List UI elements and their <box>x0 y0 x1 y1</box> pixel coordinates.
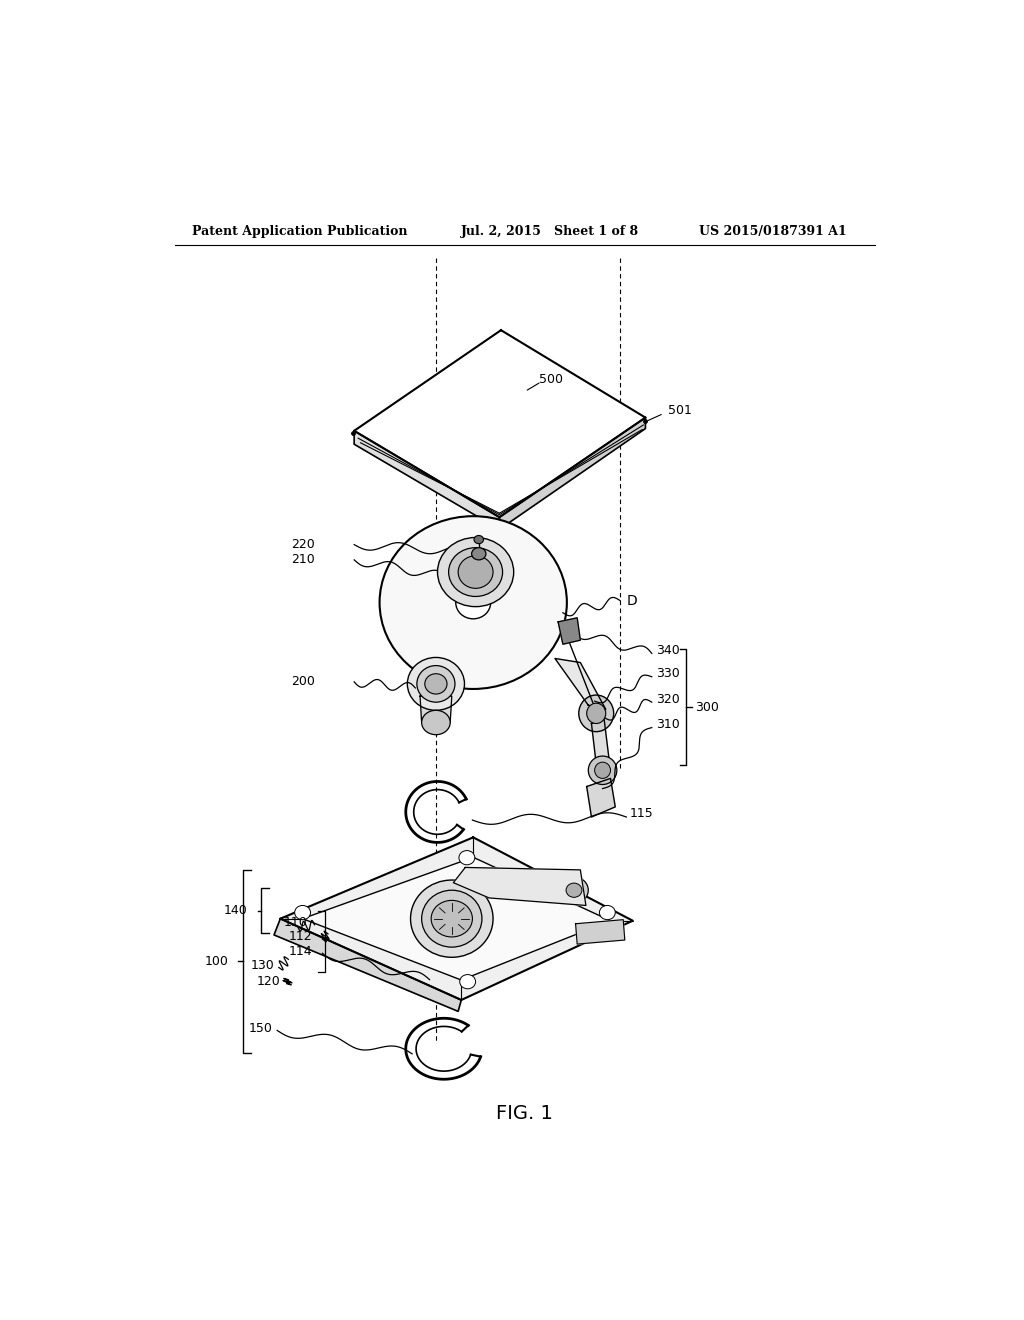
Polygon shape <box>274 919 461 1011</box>
Ellipse shape <box>456 586 490 619</box>
Ellipse shape <box>599 906 615 920</box>
Ellipse shape <box>595 762 610 779</box>
Polygon shape <box>354 330 645 517</box>
Ellipse shape <box>472 548 486 560</box>
Ellipse shape <box>411 880 494 957</box>
Text: 112: 112 <box>289 931 312 944</box>
Text: FIG. 1: FIG. 1 <box>497 1105 553 1123</box>
Polygon shape <box>354 430 500 529</box>
Text: 110: 110 <box>284 916 307 929</box>
Text: D: D <box>627 594 637 607</box>
Text: 150: 150 <box>249 1022 272 1035</box>
Ellipse shape <box>458 556 494 589</box>
Text: 115: 115 <box>630 808 653 821</box>
Ellipse shape <box>459 850 475 865</box>
Polygon shape <box>558 618 581 644</box>
Polygon shape <box>575 920 625 944</box>
Polygon shape <box>454 867 586 906</box>
Text: 340: 340 <box>655 644 680 657</box>
Ellipse shape <box>380 516 567 689</box>
Text: 300: 300 <box>695 701 719 714</box>
Ellipse shape <box>422 890 482 948</box>
Text: 130: 130 <box>251 958 274 972</box>
Ellipse shape <box>460 974 475 989</box>
Polygon shape <box>303 857 610 979</box>
Text: 100: 100 <box>205 954 228 968</box>
Text: 114: 114 <box>289 945 312 958</box>
Polygon shape <box>420 696 452 722</box>
Ellipse shape <box>560 876 589 903</box>
Polygon shape <box>587 779 615 817</box>
Text: 210: 210 <box>291 553 314 566</box>
Text: 220: 220 <box>291 539 314 552</box>
Text: 200: 200 <box>291 676 314 688</box>
Ellipse shape <box>579 696 613 731</box>
Polygon shape <box>500 417 645 529</box>
Ellipse shape <box>408 657 465 710</box>
Text: 120: 120 <box>257 975 281 989</box>
Ellipse shape <box>587 704 606 723</box>
Ellipse shape <box>474 536 483 544</box>
Polygon shape <box>555 659 606 709</box>
Ellipse shape <box>449 548 503 597</box>
Ellipse shape <box>588 756 616 784</box>
Text: 140: 140 <box>223 904 247 917</box>
Ellipse shape <box>422 710 451 735</box>
Text: Jul. 2, 2015   Sheet 1 of 8: Jul. 2, 2015 Sheet 1 of 8 <box>461 224 639 238</box>
Ellipse shape <box>437 537 514 607</box>
Polygon shape <box>281 837 633 1001</box>
Text: Patent Application Publication: Patent Application Publication <box>191 224 408 238</box>
Text: 330: 330 <box>655 667 680 680</box>
Ellipse shape <box>425 673 447 694</box>
Text: 320: 320 <box>655 693 680 706</box>
Text: US 2015/0187391 A1: US 2015/0187391 A1 <box>699 224 847 238</box>
Text: 310: 310 <box>655 718 680 731</box>
Polygon shape <box>592 719 609 764</box>
Ellipse shape <box>566 883 582 898</box>
Ellipse shape <box>431 900 472 937</box>
Text: 501: 501 <box>668 404 691 417</box>
Ellipse shape <box>417 665 455 702</box>
Ellipse shape <box>295 906 310 920</box>
Text: 500: 500 <box>539 374 563 387</box>
